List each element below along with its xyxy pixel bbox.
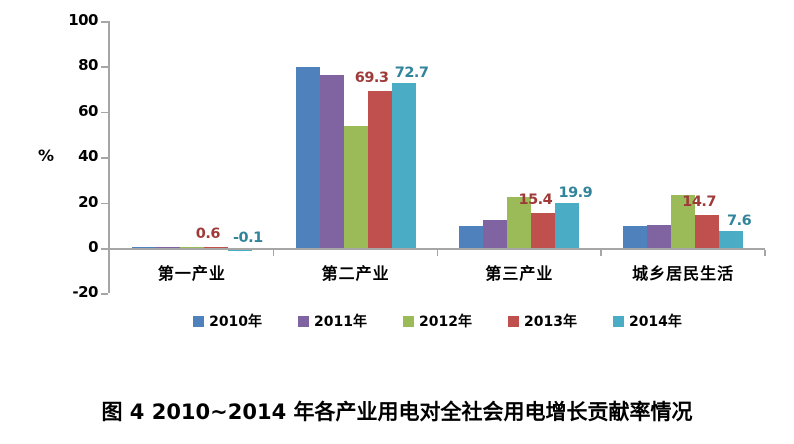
y-tick [101, 202, 108, 205]
bar-2011年-第三产业 [483, 219, 508, 248]
legend-item-label: 2013年 [523, 314, 577, 330]
y-tick-label: 100 [68, 11, 98, 29]
legend-item-label: 2012年 [419, 314, 472, 330]
y-tick [101, 21, 108, 23]
y-axis-line [108, 21, 110, 294]
bar-2013年-第一产业 [203, 246, 228, 248]
bar-2012年-第三产业 [507, 196, 532, 248]
bar-2012年-城乡居民生活 [671, 195, 696, 248]
plot-area: 100 80 60 40 20 0 -20 0.6 69.3 15.4 14.7 -0.1 72.7 19… [68, 11, 766, 302]
legend-item-label: 2011年 [314, 314, 368, 330]
x-category-label: 城乡居民生活 [632, 264, 735, 283]
y-tick [101, 66, 108, 68]
x-category-label: 第一产业 [157, 264, 226, 283]
bar-value-label: 7.6 [727, 212, 752, 229]
legend-item-2013年: 2013年 [507, 311, 577, 331]
bar-2014年-城乡居民生活 [719, 230, 744, 248]
legend-item-2012年: 2012年 [403, 311, 472, 331]
bar-2014年-第二产业 [391, 82, 416, 248]
legend-swatch-icon [193, 315, 205, 327]
bar-value-label: -0.1 [233, 230, 263, 246]
x-category-tick [272, 250, 275, 256]
bar-2010年-第二产业 [295, 66, 320, 248]
x-category-label: 第二产业 [321, 264, 390, 283]
legend-swatch-icon [403, 315, 415, 327]
bar-2012年-第二产业 [343, 126, 368, 248]
bar-2011年-第一产业 [155, 246, 180, 248]
legend-swatch-icon [507, 315, 519, 327]
x-category-tick [600, 250, 602, 256]
y-tick [101, 157, 108, 159]
legend-item-2014年: 2014年 [612, 311, 682, 331]
x-category-label: 第三产业 [485, 264, 554, 283]
y-tick-label: 0 [88, 238, 98, 256]
x-category-tick [436, 250, 438, 256]
bar-value-label: 19.9 [558, 184, 593, 201]
bar-value-label: 0.6 [195, 225, 221, 242]
bar-2011年-第二产业 [319, 75, 344, 248]
figure-caption: 图 4 2010~2014 年各产业用电对全社会用电增长贡献率情况 [101, 400, 693, 424]
y-tick-label: 60 [78, 101, 98, 120]
legend-item-2011年: 2011年 [298, 311, 367, 331]
bar-2010年-第三产业 [459, 225, 484, 248]
y-tick-label: -20 [72, 283, 98, 302]
y-tick-label: 40 [78, 147, 98, 166]
y-tick-label: 20 [78, 192, 98, 211]
legend-item-label: 2010年 [209, 314, 263, 330]
y-tick-label: 80 [78, 56, 98, 75]
legend: 2010年 2011年 2012年 2013年 2014年 [110, 311, 765, 331]
y-tick [101, 293, 108, 295]
bar-value-label: 15.4 [518, 192, 553, 209]
bar-2010年-城乡居民生活 [623, 225, 648, 248]
y-tick [101, 111, 108, 114]
x-category-tick [764, 250, 766, 256]
x-axis-line [108, 248, 765, 250]
bar-2010年-第一产业 [131, 246, 156, 248]
y-tick [101, 248, 108, 250]
bar-2012年-第一产业 [179, 247, 204, 248]
bar-value-label: 14.7 [682, 193, 717, 210]
bar-2013年-城乡居民生活 [695, 214, 720, 248]
legend-swatch-icon [612, 315, 624, 327]
bar-value-label: 69.3 [354, 69, 389, 86]
bar-2011年-城乡居民生活 [647, 225, 672, 248]
legend-item-label: 2014年 [628, 314, 682, 330]
legend-item-2010年: 2010年 [193, 311, 262, 331]
bar-2014年-第三产业 [555, 202, 580, 248]
legend-swatch-icon [298, 315, 310, 327]
bar-value-label: 72.7 [394, 64, 429, 81]
bar-2013年-第二产业 [367, 90, 392, 248]
bar-2014年-第一产业 [227, 250, 252, 251]
y-axis-title: % [38, 146, 55, 165]
bar-2013年-第三产业 [531, 213, 556, 248]
